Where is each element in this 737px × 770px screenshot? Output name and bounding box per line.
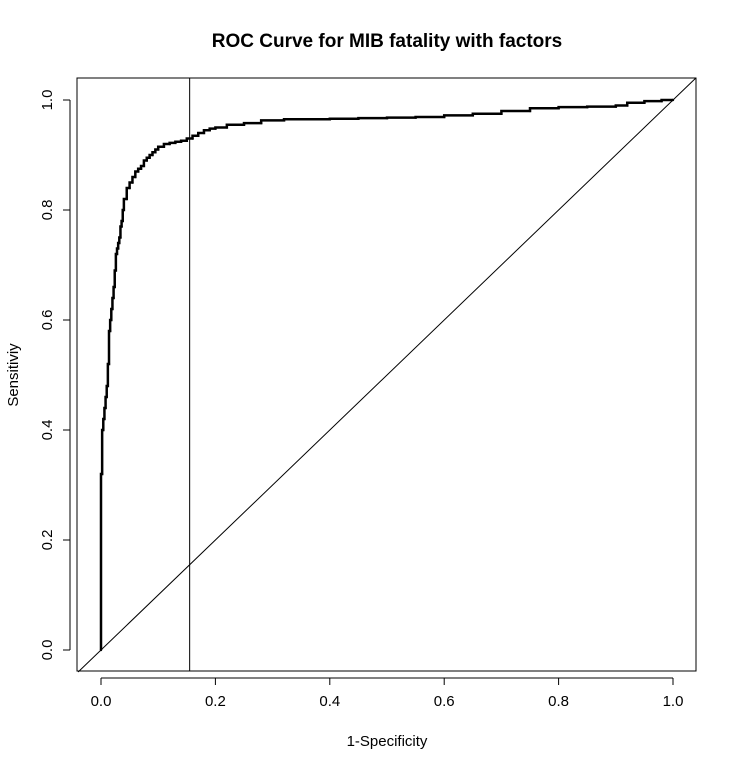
roc-point xyxy=(100,472,104,476)
roc-point xyxy=(107,362,111,366)
roc-point xyxy=(148,156,151,159)
roc-point xyxy=(99,648,103,652)
x-axis: 0.0 0.2 0.4 0.6 0.8 1.0 xyxy=(91,677,684,710)
y-tick-label: 0.2 xyxy=(39,530,56,551)
roc-point xyxy=(108,329,112,333)
roc-point xyxy=(328,118,331,121)
chart-title: ROC Curve for MIB fatality with factors xyxy=(212,31,563,52)
roc-point xyxy=(557,107,560,110)
roc-point xyxy=(242,123,246,126)
roc-point xyxy=(157,148,160,151)
roc-point xyxy=(357,117,360,120)
roc-point xyxy=(128,186,131,190)
roc-point xyxy=(125,197,128,201)
roc-point xyxy=(208,129,211,132)
roc-point xyxy=(660,99,663,103)
roc-point xyxy=(103,417,106,421)
y-axis-label: Sensitiviy xyxy=(5,343,22,407)
roc-point xyxy=(500,112,503,115)
roc-point xyxy=(443,115,446,119)
roc-point xyxy=(174,141,177,145)
roc-point xyxy=(116,247,120,250)
roc-point xyxy=(106,384,110,388)
roc-point xyxy=(151,153,154,157)
roc-point xyxy=(614,105,617,108)
x-tick-label: 0.4 xyxy=(319,693,340,710)
plot-frame xyxy=(76,77,697,672)
roc-point xyxy=(115,252,119,256)
roc-point xyxy=(185,139,188,142)
x-tick-label: 0.6 xyxy=(434,693,455,710)
roc-curve-series xyxy=(99,98,673,650)
roc-curve-points xyxy=(99,98,675,652)
roc-point xyxy=(214,127,217,130)
roc-point xyxy=(162,145,166,148)
roc-point xyxy=(104,406,107,410)
roc-point xyxy=(154,151,157,154)
roc-point xyxy=(113,285,116,289)
roc-point xyxy=(282,119,286,122)
roc-point xyxy=(225,126,229,129)
roc-point xyxy=(121,219,124,223)
y-tick-label: 0.0 xyxy=(39,640,56,661)
roc-point xyxy=(139,167,143,170)
y-tick-label: 1.0 xyxy=(39,90,56,111)
roc-point xyxy=(168,142,171,146)
roc-point xyxy=(197,134,200,137)
roc-point xyxy=(118,241,121,245)
roc-point xyxy=(111,307,114,311)
roc-point xyxy=(191,137,194,140)
roc-point xyxy=(122,208,126,212)
roc-point xyxy=(179,140,183,143)
roc-point xyxy=(671,98,675,102)
roc-point xyxy=(120,225,123,228)
x-tick-label: 0.2 xyxy=(205,693,226,710)
x-tick-label: 0.8 xyxy=(548,693,569,710)
y-axis: 0.0 0.2 0.4 0.6 0.8 1.0 xyxy=(39,90,71,661)
roc-point xyxy=(131,181,134,184)
reference-diagonal-line xyxy=(77,77,697,673)
y-tick-label: 0.4 xyxy=(39,420,56,441)
roc-point xyxy=(145,159,148,162)
x-tick-label: 0.0 xyxy=(91,693,112,710)
x-tick-label: 1.0 xyxy=(663,693,684,710)
roc-point xyxy=(528,109,532,113)
roc-point xyxy=(414,116,417,119)
roc-point xyxy=(626,104,629,107)
roc-point xyxy=(142,164,146,168)
y-tick-label: 0.8 xyxy=(39,200,56,221)
roc-point xyxy=(471,114,474,117)
roc-point xyxy=(136,170,140,173)
roc-point xyxy=(112,296,115,300)
roc-point xyxy=(114,269,118,272)
roc-point xyxy=(643,101,646,104)
roc-point xyxy=(119,236,122,239)
roc-point xyxy=(385,116,389,120)
roc-point xyxy=(202,131,206,135)
roc-point xyxy=(110,318,113,322)
roc-point xyxy=(134,175,137,179)
roc-point xyxy=(105,395,108,399)
roc-point xyxy=(102,428,105,432)
x-axis-label: 1-Specificity xyxy=(347,733,428,750)
roc-point xyxy=(259,121,263,125)
roc-point xyxy=(586,105,589,109)
y-tick-label: 0.6 xyxy=(39,310,56,331)
